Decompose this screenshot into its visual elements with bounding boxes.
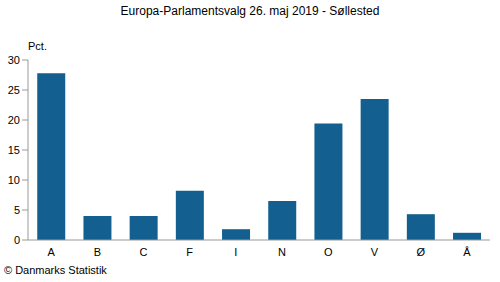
svg-text:A: A	[47, 246, 55, 258]
svg-text:I: I	[234, 246, 237, 258]
svg-text:V: V	[371, 246, 379, 258]
html-text:© Danmarks Statistik: © Danmarks Statistik	[4, 264, 107, 276]
svg-text:20: 20	[8, 114, 20, 126]
svg-text:5: 5	[14, 204, 20, 216]
svg-text:O: O	[324, 246, 333, 258]
svg-text:30: 30	[8, 54, 20, 66]
svg-text:10: 10	[8, 174, 20, 186]
svg-text:25: 25	[8, 84, 20, 96]
svg-text:N: N	[278, 246, 286, 258]
svg-text:C: C	[140, 246, 148, 258]
html-text:Europa-Parlamentsvalg 26. maj: Europa-Parlamentsvalg 26. maj 2019 - Søl…	[120, 4, 380, 18]
svg-text:Å: Å	[463, 246, 471, 258]
svg-text:15: 15	[8, 144, 20, 156]
svg-text:B: B	[94, 246, 101, 258]
svg-text:F: F	[186, 246, 193, 258]
svg-text:0: 0	[14, 234, 20, 246]
svg-text:Ø: Ø	[416, 246, 425, 258]
html-text:Pct.: Pct.	[28, 40, 47, 52]
